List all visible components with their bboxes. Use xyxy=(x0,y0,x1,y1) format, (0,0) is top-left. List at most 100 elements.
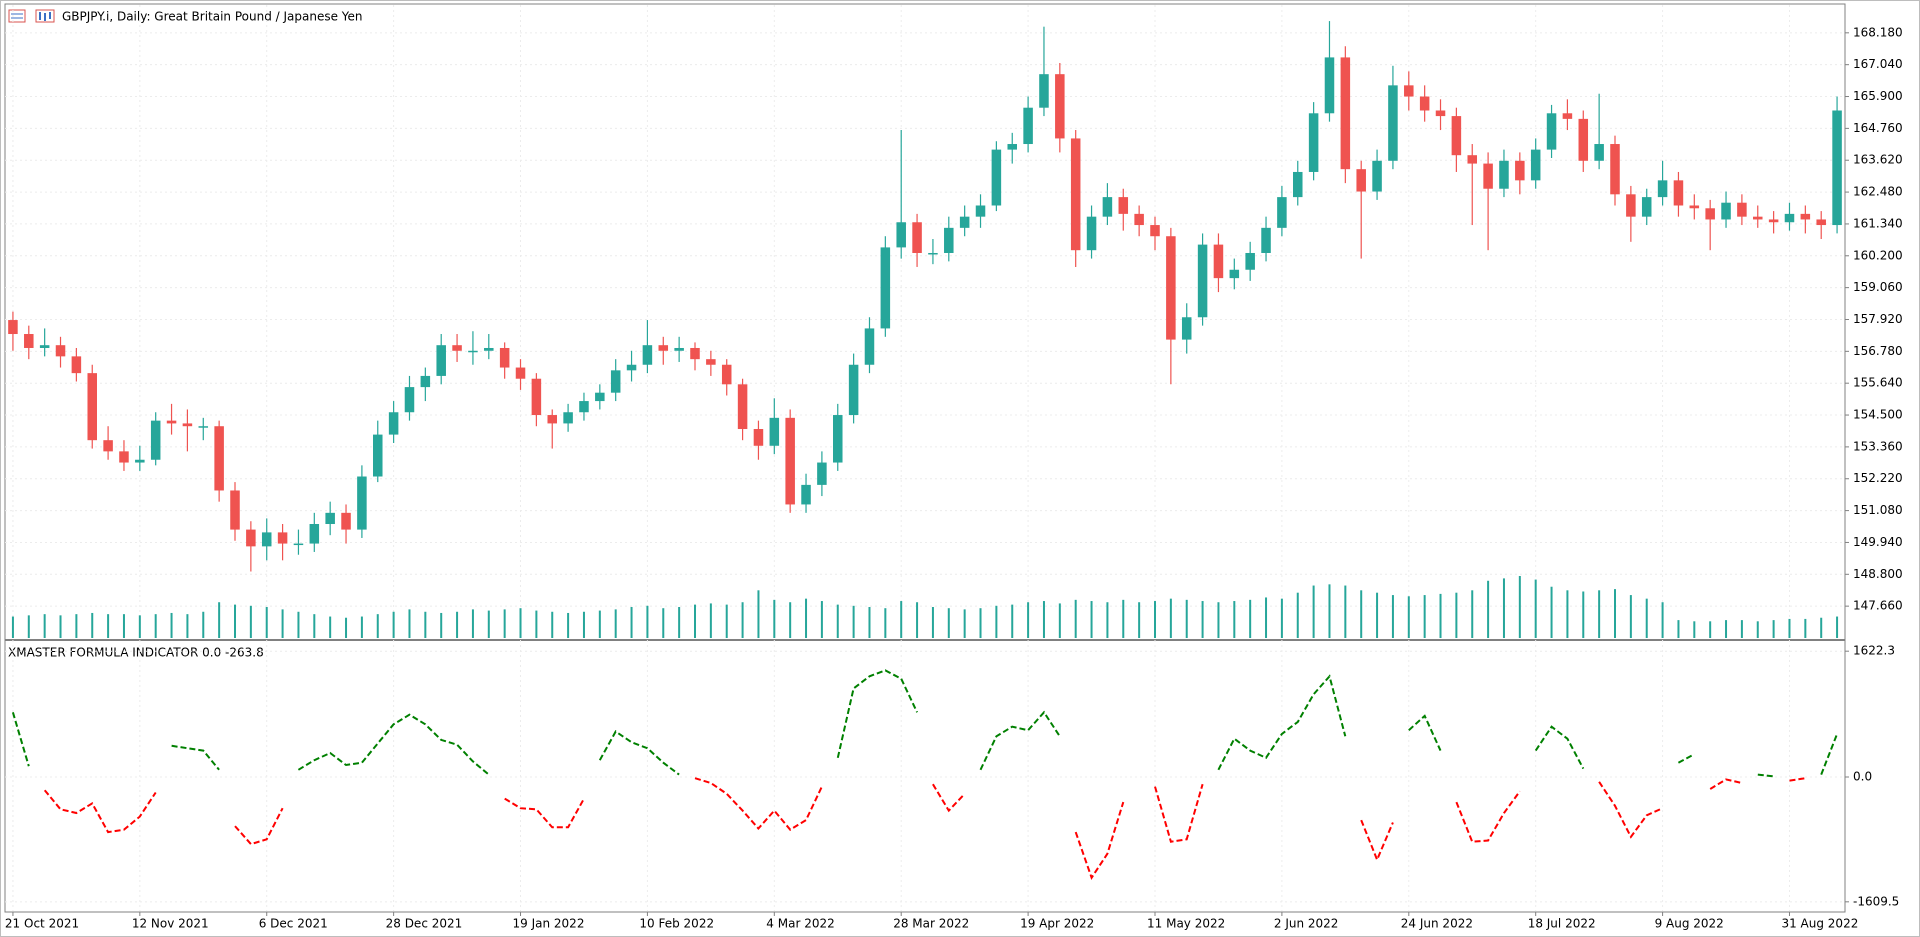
candle-body xyxy=(309,524,320,544)
volume-bar xyxy=(487,610,490,638)
candle-body xyxy=(1721,202,1731,220)
candle-body xyxy=(499,347,510,368)
y-tick-label: -1609.5 xyxy=(1853,894,1899,908)
candle-body xyxy=(261,532,272,547)
candle-body xyxy=(737,384,748,430)
candle-body xyxy=(1388,85,1398,161)
volume-bar xyxy=(662,608,665,638)
y-tick-label: 151.080 xyxy=(1853,503,1903,517)
volume-bar xyxy=(186,614,189,638)
candle-body xyxy=(706,359,716,365)
volume-bar xyxy=(931,607,934,638)
volume-bar xyxy=(757,590,760,638)
candle-body xyxy=(468,350,478,353)
volume-bar xyxy=(1614,589,1616,638)
y-tick-label: 148.800 xyxy=(1853,567,1903,581)
volume-bar xyxy=(947,608,950,638)
volume-bar xyxy=(1661,602,1664,638)
candle-body xyxy=(436,345,446,376)
volume-bar xyxy=(1360,590,1363,638)
indicator-title: XMASTER FORMULA INDICATOR 0.0 -263.8 xyxy=(8,646,264,660)
x-tick-label: 11 May 2022 xyxy=(1147,917,1225,931)
candle-body xyxy=(388,412,399,435)
volume-bar xyxy=(281,609,284,638)
candle-body xyxy=(1467,155,1477,164)
volume-bar xyxy=(551,611,554,638)
volume-bar xyxy=(852,605,855,638)
candle-body xyxy=(1499,160,1509,189)
candle-body xyxy=(1832,110,1842,226)
candle-body xyxy=(277,532,288,544)
candle-body xyxy=(119,451,129,463)
y-tick-label: 156.780 xyxy=(1853,344,1903,358)
volume-bar xyxy=(154,614,157,638)
volume-bar xyxy=(1328,584,1331,638)
candle-body xyxy=(817,462,827,485)
volume-bar xyxy=(598,610,601,638)
volume-bar xyxy=(519,608,522,638)
volume-bar xyxy=(1249,599,1252,638)
candle-body xyxy=(214,426,224,491)
candle-body xyxy=(1324,57,1335,114)
candle-body xyxy=(1261,227,1271,253)
candle-body xyxy=(1055,74,1065,139)
candle-body xyxy=(103,440,113,452)
volume-bar xyxy=(725,604,728,638)
volume-bar xyxy=(1629,595,1632,638)
volume-bar xyxy=(265,607,268,638)
y-tick-label: 149.940 xyxy=(1853,535,1903,549)
y-tick-label: 154.500 xyxy=(1853,408,1903,422)
candle-body xyxy=(150,420,161,460)
volume-bar xyxy=(107,614,110,638)
volume-bar xyxy=(424,611,427,638)
candle-body xyxy=(1102,197,1113,217)
candle-body xyxy=(959,216,970,228)
candle-body xyxy=(182,423,193,427)
candle-body xyxy=(1229,269,1240,279)
x-tick-label: 24 Jun 2022 xyxy=(1401,917,1473,931)
candle-body xyxy=(848,364,859,416)
volume-bar xyxy=(694,604,696,638)
candle-body xyxy=(1181,317,1192,340)
volume-bar xyxy=(249,605,252,638)
icon-list[interactable] xyxy=(8,9,26,23)
volume-bar xyxy=(1233,601,1236,638)
candle-body xyxy=(420,375,431,388)
candle-body xyxy=(1610,144,1620,195)
candle-body xyxy=(1673,180,1684,206)
volume-bar xyxy=(1439,593,1442,638)
candle-body xyxy=(1626,194,1636,217)
candle-body xyxy=(24,334,34,348)
volume-bar xyxy=(1788,618,1791,638)
volume-bar xyxy=(138,615,141,638)
volume-bar xyxy=(979,608,982,638)
x-tick-label: 10 Feb 2022 xyxy=(639,917,714,931)
candle-body xyxy=(246,529,256,547)
candle-body xyxy=(1594,144,1604,161)
candle-body xyxy=(896,222,906,248)
volume-bar xyxy=(1598,590,1601,638)
candle-body xyxy=(1118,197,1129,214)
volume-bar xyxy=(1154,601,1156,638)
candle-body xyxy=(71,356,82,374)
candle-body xyxy=(1419,96,1430,111)
volume-bar xyxy=(741,602,744,638)
candle-body xyxy=(547,415,557,424)
y-tick-label: 1622.3 xyxy=(1853,644,1895,658)
candle-body xyxy=(1023,107,1033,145)
volume-bar xyxy=(1423,595,1426,638)
candle-body xyxy=(912,222,922,253)
x-tick-label: 12 Nov 2021 xyxy=(132,917,209,931)
volume-bar xyxy=(1725,620,1728,638)
volume-bar xyxy=(59,615,62,638)
volume-bar xyxy=(1693,621,1696,638)
volume-bar xyxy=(1185,599,1188,638)
volume-bar xyxy=(820,601,823,638)
candle-body xyxy=(1213,244,1224,279)
candle-body xyxy=(991,149,1002,206)
volume-bar xyxy=(900,601,903,638)
volume-bar xyxy=(1090,601,1093,638)
y-tick-label: 162.480 xyxy=(1853,185,1903,199)
volume-bar xyxy=(503,609,506,638)
